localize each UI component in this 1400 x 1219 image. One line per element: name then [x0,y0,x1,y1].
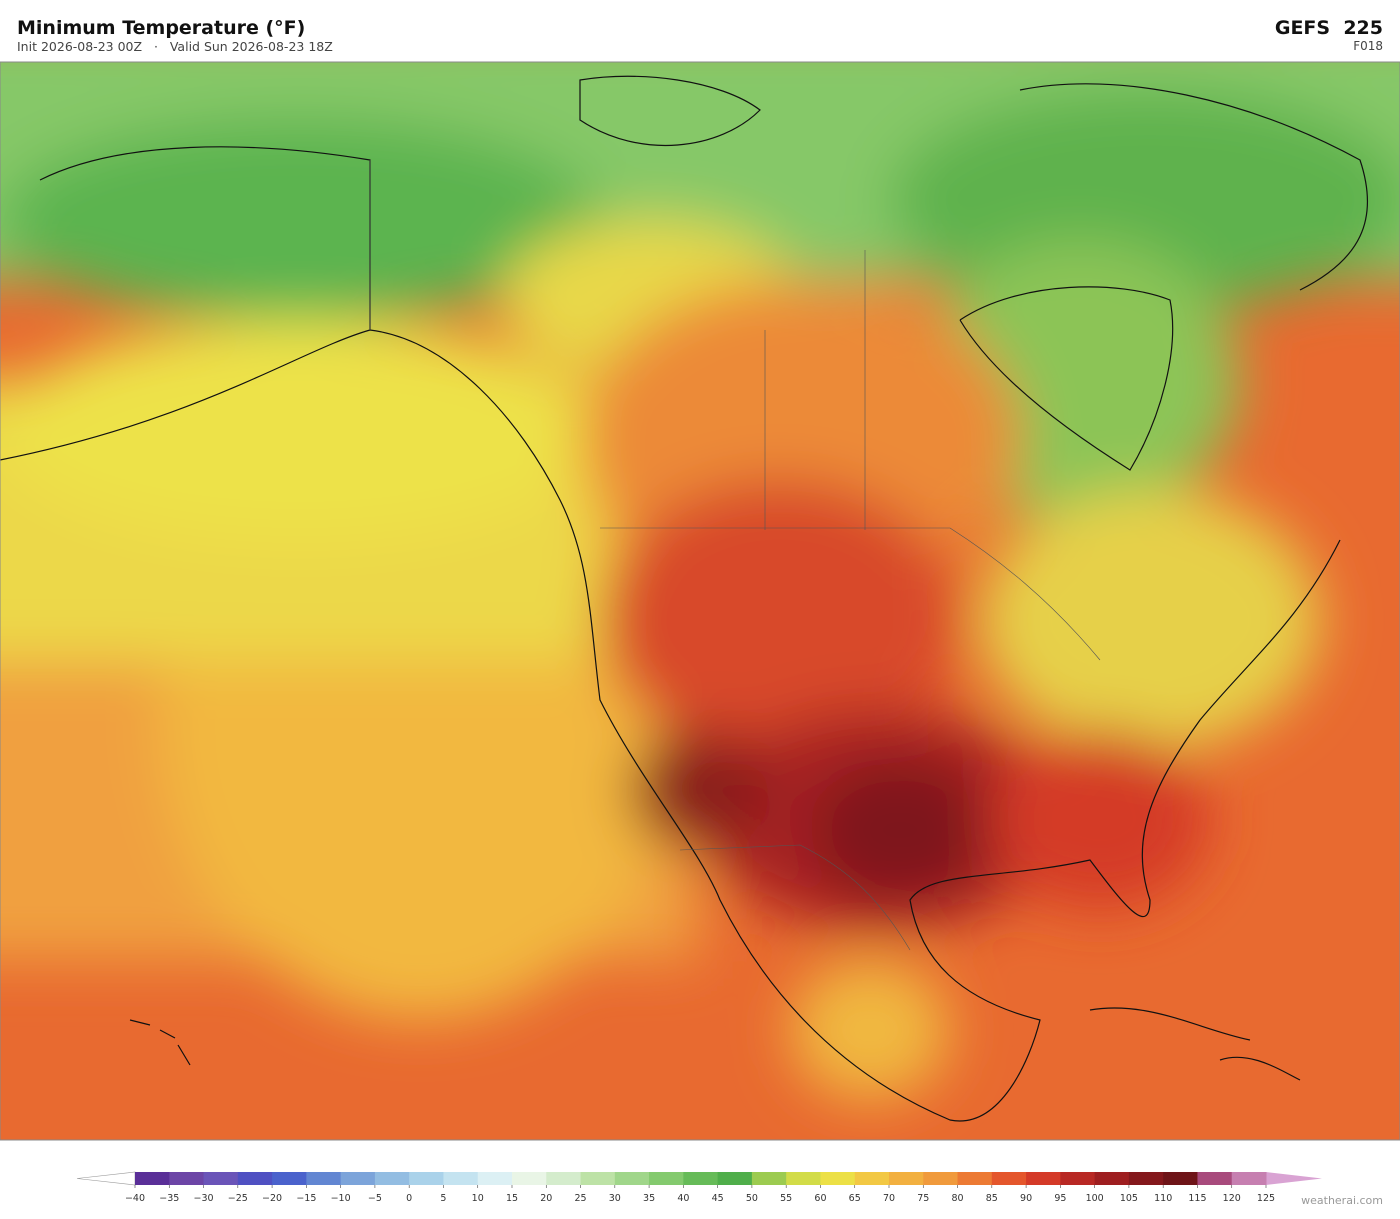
colorbar-bin [340,1172,376,1185]
colorbar-tick-label: 40 [677,1193,689,1204]
colorbar-tick-label: 65 [849,1193,861,1204]
colorbar-bin [512,1172,547,1185]
map-frame [0,61,1400,1141]
temperature-field [0,62,1400,1100]
colorbar-bin [614,1172,650,1185]
colorbar-tick-label: 20 [540,1193,552,1204]
colorbar-bin [374,1172,410,1185]
colorbar-tick-label: 125 [1257,1193,1275,1204]
colorbar: −40 −35 −30 −25 −20 −15 −10 −5 0 5 10 15 20 25 30 35 40 4… [76,1171,1322,1204]
map [0,62,1400,1140]
colorbar-tick-label: 120 [1223,1193,1241,1204]
subtitle: Init 2026-08-23 00Z · Valid Sun 2026-08-… [17,39,333,54]
colorbar-tick-label: −40 [125,1193,145,1204]
colorbar-over [1266,1172,1322,1185]
colorbar-tick-label: −35 [159,1193,179,1204]
forecast-hour: F018 [1353,39,1383,53]
coastlines [0,75,1368,1122]
colorbar-bin [1197,1172,1233,1185]
colorbar-bin [1231,1172,1267,1185]
colorbar-tick-label: −15 [296,1193,316,1204]
colorbar-bin [786,1172,821,1185]
colorbar-tick-label: 95 [1054,1193,1066,1204]
colorbar-tick-label: 25 [574,1193,586,1204]
colorbar-tick-label: −10 [331,1193,351,1204]
colorbar-bin [683,1172,719,1185]
colorbar-bin [409,1172,444,1185]
colorbar-tick-label: 35 [643,1193,655,1204]
colorbar-bin [443,1172,479,1185]
colorbar-bin [135,1172,170,1185]
colorbar-tick-label: 90 [1020,1193,1032,1204]
colorbar-tick-label: 5 [440,1193,446,1204]
watermark: weatherai.com [1301,1194,1383,1207]
colorbar-bin [889,1172,924,1185]
colorbar-bin [1026,1172,1061,1185]
colorbar-bin [1163,1172,1198,1185]
colorbar-bin [237,1172,273,1185]
colorbar-under [76,1171,136,1186]
colorbar-bin [203,1172,239,1185]
colorbar-tick-label: 70 [883,1193,895,1204]
colorbar-bin [1060,1172,1096,1185]
colorbar-tick-label: 45 [712,1193,724,1204]
colorbar-bin [169,1172,205,1185]
colorbar-tick-label: 60 [814,1193,826,1204]
colorbar-tick-label: 75 [917,1193,929,1204]
colorbar-bin [1128,1172,1164,1185]
colorbar-tick-label: 85 [986,1193,998,1204]
colorbar-bin [717,1172,753,1185]
colorbar-bin [1094,1172,1130,1185]
colorbar-tick-label: 100 [1086,1193,1104,1204]
borders [369,160,1101,951]
colorbar-tick-label: 15 [506,1193,518,1204]
colorbar-tick-label: 105 [1120,1193,1138,1204]
title: Minimum Temperature (°F) [17,17,305,39]
model-name: GEFS 225 [1275,17,1383,39]
colorbar-bin [580,1172,616,1185]
colorbar-tick-label: 80 [951,1193,963,1204]
colorbar-bin [820,1172,856,1185]
colorbar-bin [546,1172,582,1185]
colorbar-bin [306,1172,342,1185]
colorbar-bin [923,1172,959,1185]
colorbar-bin [649,1172,684,1185]
colorbar-bin [477,1172,513,1185]
colorbar-tick-label: −30 [194,1193,214,1204]
colorbar-tick-label: 110 [1154,1193,1172,1204]
colorbar-tick-label: 55 [780,1193,792,1204]
colorbar-tick-label: −5 [368,1193,382,1204]
colorbar-bin [751,1172,787,1185]
colorbar-bin [854,1172,890,1185]
colorbar-tick-label: 50 [746,1193,758,1204]
colorbar-tick-label: 115 [1188,1193,1206,1204]
colorbar-bin [272,1172,307,1185]
colorbar-bin [957,1172,993,1185]
colorbar-tick-label: −25 [228,1193,248,1204]
colorbar-tick-label: −20 [262,1193,282,1204]
colorbar-tick-label: 10 [472,1193,484,1204]
colorbar-bin [991,1172,1027,1185]
colorbar-tick-label: 0 [406,1193,412,1204]
colorbar-tick-label: 30 [609,1193,621,1204]
